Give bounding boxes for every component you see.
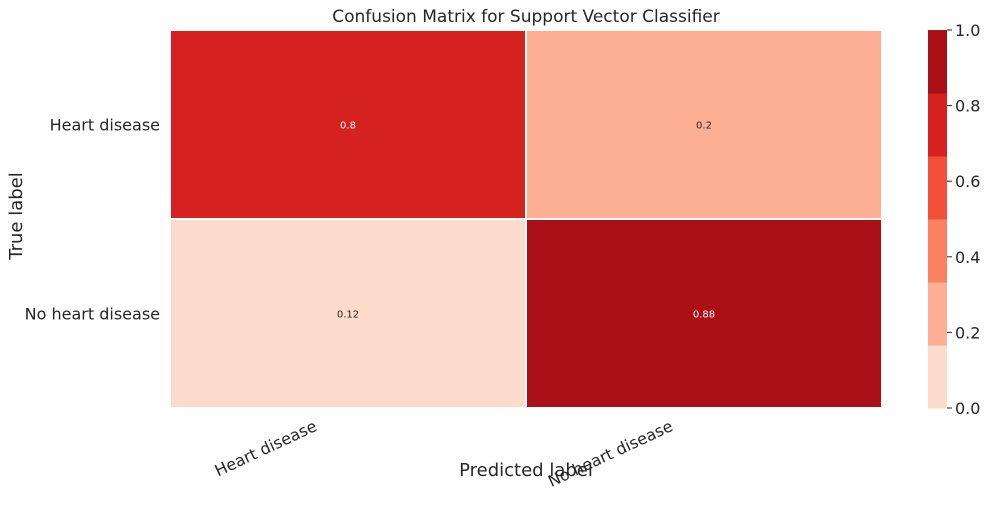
cell-value-label: 0.8 (340, 121, 356, 132)
colorbar-tick-label: 0.8 (955, 97, 980, 116)
colorbar (928, 30, 947, 409)
cell-value-label: 0.2 (696, 121, 712, 132)
colorbar-segment (928, 282, 947, 346)
colorbar-tick-label: 0.2 (955, 323, 980, 342)
colorbar-tick-label: 1.0 (955, 21, 980, 40)
x-tick-label: Heart disease (212, 416, 320, 480)
cell-value-label: 0.12 (337, 310, 359, 321)
x-axis-label: Predicted label (459, 460, 593, 481)
y-axis-label: True label (6, 172, 27, 261)
heatmap-cells (169, 29, 883, 409)
y-tick-label: No heart disease (25, 305, 160, 324)
heatmap-cell (525, 29, 883, 220)
heatmap-cell (169, 218, 527, 409)
heatmap-value-labels: 0.8 0.2 0.12 0.88 (337, 121, 715, 321)
colorbar-tick-label: 0.6 (955, 172, 980, 191)
heatmap-cell (525, 218, 883, 409)
colorbar-tick-label: 0.4 (955, 248, 980, 267)
y-tick-labels: Heart disease No heart disease (25, 116, 160, 324)
colorbar-segment (928, 156, 947, 220)
colorbar-segment (928, 219, 947, 283)
heatmap-cell (169, 29, 527, 220)
colorbar-tick-labels: 0.0 0.2 0.4 0.6 0.8 1.0 (947, 21, 980, 418)
chart-title: Confusion Matrix for Support Vector Clas… (332, 7, 719, 27)
y-tick-label: Heart disease (50, 116, 160, 135)
colorbar-segment (928, 345, 947, 409)
cell-value-label: 0.88 (693, 310, 715, 321)
x-tick-labels: Heart disease No heart disease (212, 416, 676, 490)
colorbar-segment (928, 93, 947, 157)
colorbar-segment (928, 30, 947, 94)
colorbar-tick-label: 0.0 (955, 399, 980, 418)
